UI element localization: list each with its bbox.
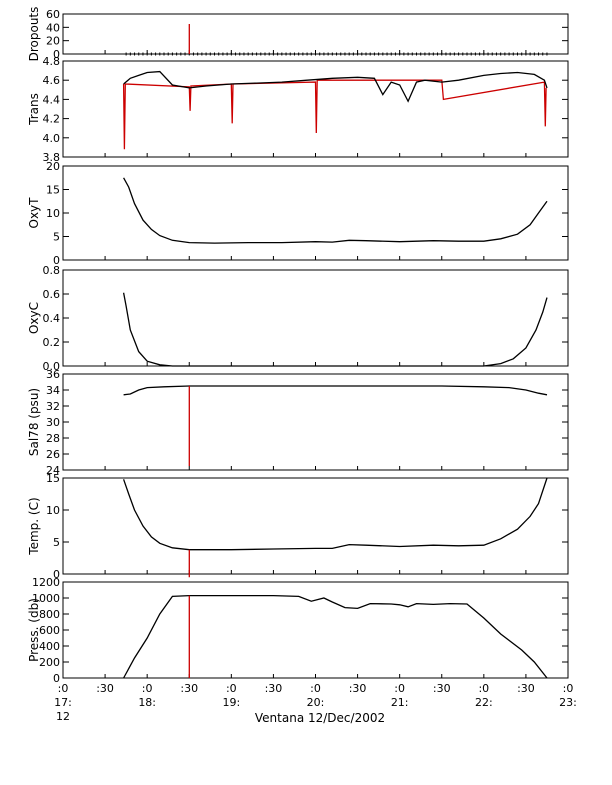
y-tick-label: 0 [53, 568, 60, 581]
x-tick-label: :0 [58, 682, 69, 695]
x-tick-label: :0 [394, 682, 405, 695]
x-tick-label: :30 [265, 682, 283, 695]
y-tick-label: 26 [46, 448, 60, 461]
panel-4: 24 26 28 30 32 34 36 Sal78 (psu) [27, 368, 569, 477]
y-tick-label: 0 [53, 254, 60, 267]
panel-1: 3.8 4.0 4.2 4.4 4.6 4.8 Trans [27, 55, 569, 164]
x-tick-label: :30 [180, 682, 198, 695]
y-axis-title: Temp. (C) [27, 497, 41, 555]
y-axis-title: Trans [27, 93, 41, 126]
y-tick-label: 24 [46, 464, 60, 477]
y-tick-label: 4.6 [43, 74, 61, 87]
x-tick-label: :30 [433, 682, 451, 695]
x-tick-label: 19: [222, 696, 240, 709]
y-tick-label: 15 [46, 472, 60, 485]
y-tick-label: 800 [39, 608, 60, 621]
x-tick-label: 21: [391, 696, 409, 709]
x-tick-label: :0 [478, 682, 489, 695]
x-tick-label: 22: [475, 696, 493, 709]
y-tick-label: 0.6 [43, 288, 61, 301]
series-line [122, 477, 548, 551]
x-tick-label: :0 [310, 682, 321, 695]
panel-2: 0 5 10 15 20 OxyT [27, 160, 569, 267]
y-tick-label: 15 [46, 184, 60, 197]
y-tick-label: 3.8 [43, 151, 61, 164]
y-tick-label: 10 [46, 207, 60, 220]
x-tick-label: :30 [349, 682, 367, 695]
x-tick-label: :0 [142, 682, 153, 695]
x-tick-label: 12 [56, 710, 70, 723]
series-line [123, 70, 548, 103]
x-tick-label: 18: [138, 696, 156, 709]
y-tick-label: 28 [46, 432, 60, 445]
y-tick-label: 5 [53, 536, 60, 549]
x-tick-label: 17: [54, 696, 72, 709]
y-tick-label: 20 [46, 35, 60, 48]
y-tick-label: 1000 [32, 592, 60, 605]
y-tick-label: 0.8 [43, 264, 61, 277]
y-tick-label: 0 [53, 48, 60, 61]
y-axis-title: OxyC [27, 302, 41, 334]
series-line [123, 385, 548, 396]
y-tick-label: 1200 [32, 576, 60, 589]
y-tick-label: 200 [39, 656, 60, 669]
y-tick-label: 4.2 [43, 113, 61, 126]
panel-5: 0 5 10 15 Temp. (C) [27, 472, 569, 581]
series-line [123, 594, 548, 679]
y-axis-title: OxyT [27, 197, 41, 229]
x-tick-label: 23: [559, 696, 577, 709]
y-tick-label: 400 [39, 640, 60, 653]
y-tick-label: 30 [46, 416, 60, 429]
y-tick-label: 34 [46, 384, 60, 397]
y-tick-label: 600 [39, 624, 60, 637]
x-axis: :017:12:30:018::30:019::30:020::30:021::… [54, 682, 577, 723]
x-tick-label: :0 [226, 682, 237, 695]
y-tick-label: 40 [46, 21, 60, 34]
x-axis-title: Ventana 12/Dec/2002 [255, 711, 385, 725]
panel-3: 0.0 0.2 0.4 0.6 0.8 OxyC [27, 264, 569, 373]
y-tick-label: 0 [53, 672, 60, 685]
series-line [123, 177, 548, 244]
y-tick-label: 60 [46, 8, 60, 21]
y-tick-label: 0.0 [43, 360, 61, 373]
y-tick-label: 4.0 [43, 132, 61, 145]
y-axis-title: Dropouts [27, 7, 41, 62]
y-tick-label: 5 [53, 231, 60, 244]
chart-panels: 0204060Dropouts3.84.04.24.44.64.8Trans05… [27, 7, 569, 685]
y-tick-label: 20 [46, 160, 60, 173]
y-axis-title: Press. (db) [27, 598, 41, 662]
panel-6: 0 200 400 600 800 1000 1200 Press. (db) [27, 576, 569, 685]
x-tick-label: :0 [563, 682, 574, 695]
y-tick-label: 10 [46, 504, 60, 517]
x-tick-label: :30 [517, 682, 535, 695]
y-tick-label: 4.4 [43, 93, 61, 106]
y-tick-label: 32 [46, 400, 60, 413]
y-tick-label: 0.4 [43, 312, 61, 325]
y-tick-label: 0.2 [43, 336, 61, 349]
series-line [122, 292, 548, 367]
y-tick-label: 4.8 [43, 55, 61, 68]
y-tick-label: 36 [46, 368, 60, 381]
x-tick-label: :30 [96, 682, 114, 695]
y-axis-title: Sal78 (psu) [27, 388, 41, 456]
x-tick-label: 20: [307, 696, 325, 709]
